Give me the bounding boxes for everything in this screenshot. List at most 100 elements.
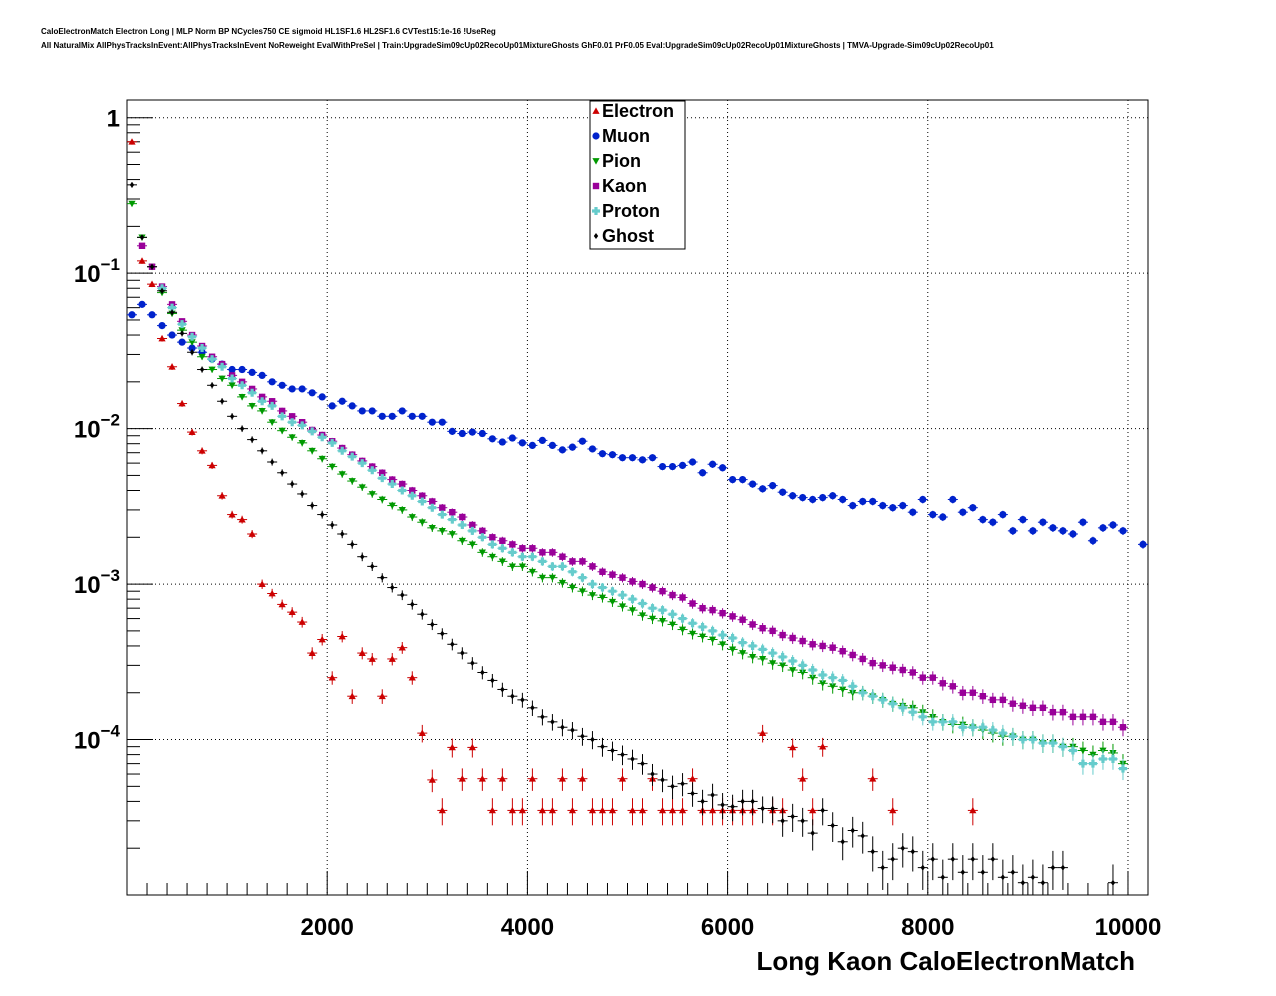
data-point xyxy=(258,371,266,379)
data-point xyxy=(470,660,475,667)
data-point xyxy=(1030,874,1036,881)
data-point xyxy=(829,492,837,500)
data-point xyxy=(278,427,286,435)
data-point xyxy=(448,427,456,435)
y-tick-label: 10−1 xyxy=(74,255,120,288)
x-tick-label: 2000 xyxy=(301,914,354,941)
data-point xyxy=(940,874,945,881)
data-point xyxy=(970,856,976,863)
data-point xyxy=(158,334,166,342)
data-point xyxy=(668,806,677,814)
data-point xyxy=(598,594,607,602)
data-point xyxy=(509,541,516,548)
data-point xyxy=(649,584,656,591)
data-point xyxy=(348,402,356,410)
data-point xyxy=(238,365,246,374)
data-point xyxy=(508,806,516,814)
data-point xyxy=(1018,735,1027,744)
data-point xyxy=(438,510,447,519)
data-point xyxy=(899,501,907,510)
y-tick-label: 10−3 xyxy=(74,566,120,599)
data-point xyxy=(579,558,586,565)
data-point xyxy=(198,344,207,353)
data-point xyxy=(578,437,587,445)
data-point xyxy=(528,775,536,782)
data-point xyxy=(828,673,837,682)
data-point xyxy=(199,366,205,373)
x-tick-label: 10000 xyxy=(1095,914,1162,941)
series-ghost xyxy=(127,181,1118,895)
legend-entry-kaon: Kaon xyxy=(592,176,647,196)
data-point xyxy=(518,563,526,570)
data-point xyxy=(348,452,357,461)
data-point xyxy=(208,461,216,469)
data-point xyxy=(388,480,397,489)
data-point xyxy=(128,200,136,208)
data-point xyxy=(1029,527,1037,535)
data-point xyxy=(239,425,245,432)
data-point xyxy=(688,458,697,466)
data-point xyxy=(540,713,545,720)
data-point xyxy=(328,402,336,410)
data-point xyxy=(499,537,506,544)
data-point xyxy=(889,664,896,671)
data-point xyxy=(468,428,476,436)
data-point xyxy=(188,332,197,341)
data-point xyxy=(979,693,987,700)
data-point xyxy=(538,557,547,566)
data-point xyxy=(780,817,785,824)
data-point xyxy=(480,669,485,676)
data-point xyxy=(789,667,797,674)
data-point xyxy=(999,696,1007,704)
data-point xyxy=(759,625,766,632)
data-point xyxy=(580,733,585,740)
data-point xyxy=(548,441,557,450)
data-point xyxy=(439,504,446,511)
data-point xyxy=(288,385,296,393)
data-point xyxy=(238,381,247,390)
data-point xyxy=(318,393,326,401)
data-point xyxy=(148,311,156,319)
data-point xyxy=(338,446,347,455)
data-point xyxy=(810,830,815,837)
data-point xyxy=(920,864,925,871)
data-point xyxy=(939,513,947,521)
data-point xyxy=(949,495,957,504)
data-point xyxy=(479,527,486,535)
data-point xyxy=(598,583,607,592)
legend-marker xyxy=(592,207,600,215)
data-point xyxy=(809,674,817,682)
data-point xyxy=(1019,515,1027,524)
data-point xyxy=(679,594,686,601)
data-point xyxy=(438,418,446,426)
data-point xyxy=(618,454,627,462)
data-point xyxy=(739,650,747,657)
data-point xyxy=(529,545,536,552)
data-point xyxy=(699,604,706,612)
data-point xyxy=(528,441,536,450)
data-point xyxy=(368,407,376,415)
data-point xyxy=(708,460,717,468)
data-point xyxy=(408,674,416,681)
data-point xyxy=(360,553,365,560)
data-point xyxy=(809,641,816,648)
data-point xyxy=(1020,879,1026,886)
data-point xyxy=(168,363,176,370)
data-point xyxy=(168,303,177,312)
data-point xyxy=(930,856,935,863)
data-point xyxy=(328,463,336,471)
data-point xyxy=(138,257,146,264)
data-point xyxy=(768,649,777,658)
data-point xyxy=(608,806,617,814)
data-point xyxy=(969,689,977,696)
data-point xyxy=(539,549,546,556)
data-point xyxy=(950,856,956,863)
data-point xyxy=(1098,754,1107,763)
data-point xyxy=(608,598,617,606)
data-point xyxy=(448,743,456,751)
data-point xyxy=(578,573,587,582)
data-point xyxy=(819,494,827,502)
data-point xyxy=(1108,754,1117,763)
data-point xyxy=(629,578,636,585)
data-point xyxy=(1059,708,1067,716)
